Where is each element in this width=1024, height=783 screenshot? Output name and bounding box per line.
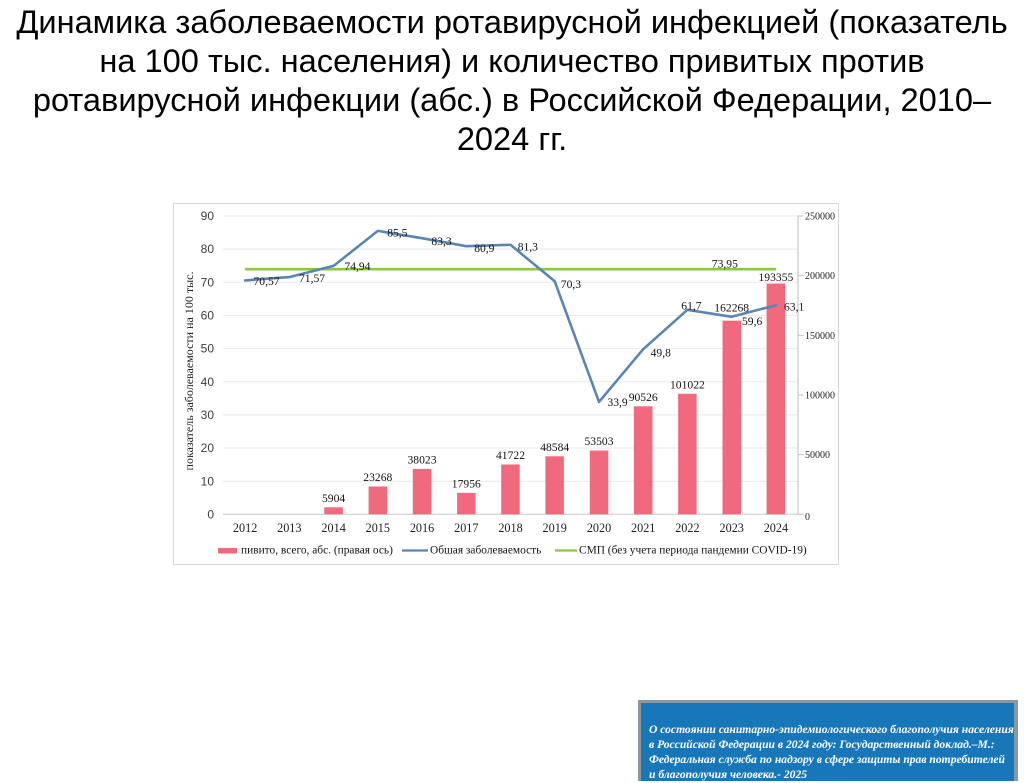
svg-text:38023: 38023 [408,453,437,466]
svg-text:63,1: 63,1 [784,300,804,313]
svg-text:90526: 90526 [629,391,658,404]
svg-text:2016: 2016 [410,521,434,535]
svg-text:10: 10 [201,474,215,488]
svg-text:50000: 50000 [805,450,830,461]
svg-text:48584: 48584 [540,441,569,454]
svg-text:17956: 17956 [452,477,481,490]
svg-text:2017: 2017 [454,521,478,535]
svg-text:49,8: 49,8 [651,347,671,360]
svg-text:30: 30 [201,408,215,422]
svg-text:2022: 2022 [675,521,699,535]
svg-text:2023: 2023 [720,521,744,535]
svg-text:74,94: 74,94 [344,260,370,273]
svg-text:70,3: 70,3 [561,278,581,291]
svg-text:100000: 100000 [805,391,835,402]
svg-text:40: 40 [201,375,215,389]
svg-text:2018: 2018 [498,521,522,535]
svg-text:2013: 2013 [277,521,301,535]
svg-text:162268: 162268 [714,302,749,315]
svg-text:53503: 53503 [585,435,614,448]
svg-text:2014: 2014 [321,521,345,535]
svg-text:70,57: 70,57 [254,275,280,288]
svg-text:150000: 150000 [805,331,835,342]
svg-text:80,9: 80,9 [474,242,494,255]
svg-text:20: 20 [201,441,215,455]
svg-text:Обшая заболеваемость: Обшая заболеваемость [430,544,541,556]
svg-text:193355: 193355 [759,271,794,284]
svg-text:70: 70 [201,275,215,289]
svg-text:0: 0 [805,512,810,523]
svg-text:85,5: 85,5 [387,226,407,239]
svg-text:200000: 200000 [805,271,835,282]
svg-text:101022: 101022 [670,378,705,391]
svg-text:2021: 2021 [631,521,655,535]
svg-text:41722: 41722 [496,449,525,462]
svg-text:59,6: 59,6 [742,315,762,328]
svg-text:33,9: 33,9 [607,396,627,409]
svg-text:показатель заболеваемости на 1: показатель заболеваемости на 100 тыс. [182,272,196,471]
svg-text:90: 90 [201,209,215,223]
svg-text:71,57: 71,57 [299,272,325,285]
svg-text:250000: 250000 [805,212,835,223]
svg-text:80: 80 [201,242,215,256]
svg-text:2024: 2024 [764,521,788,535]
svg-text:5904: 5904 [322,492,345,505]
svg-text:73,95: 73,95 [712,257,738,270]
svg-text:2015: 2015 [366,521,390,535]
svg-text:83,3: 83,3 [431,235,451,248]
svg-text:60: 60 [201,309,215,323]
svg-text:2020: 2020 [587,521,611,535]
svg-text:СМП (без учета периода пандеми: СМП (без учета периода пандемии COVID-19… [579,544,807,556]
svg-text:61,7: 61,7 [681,299,701,312]
svg-text:2012: 2012 [233,521,257,535]
svg-text:0: 0 [207,507,214,521]
svg-text:23268: 23268 [363,471,392,484]
svg-text:пивито, всего, абс. (правая ос: пивито, всего, абс. (правая ось) [241,544,393,556]
svg-text:50: 50 [201,342,215,356]
svg-text:81,3: 81,3 [518,240,538,253]
svg-text:2019: 2019 [543,521,567,535]
